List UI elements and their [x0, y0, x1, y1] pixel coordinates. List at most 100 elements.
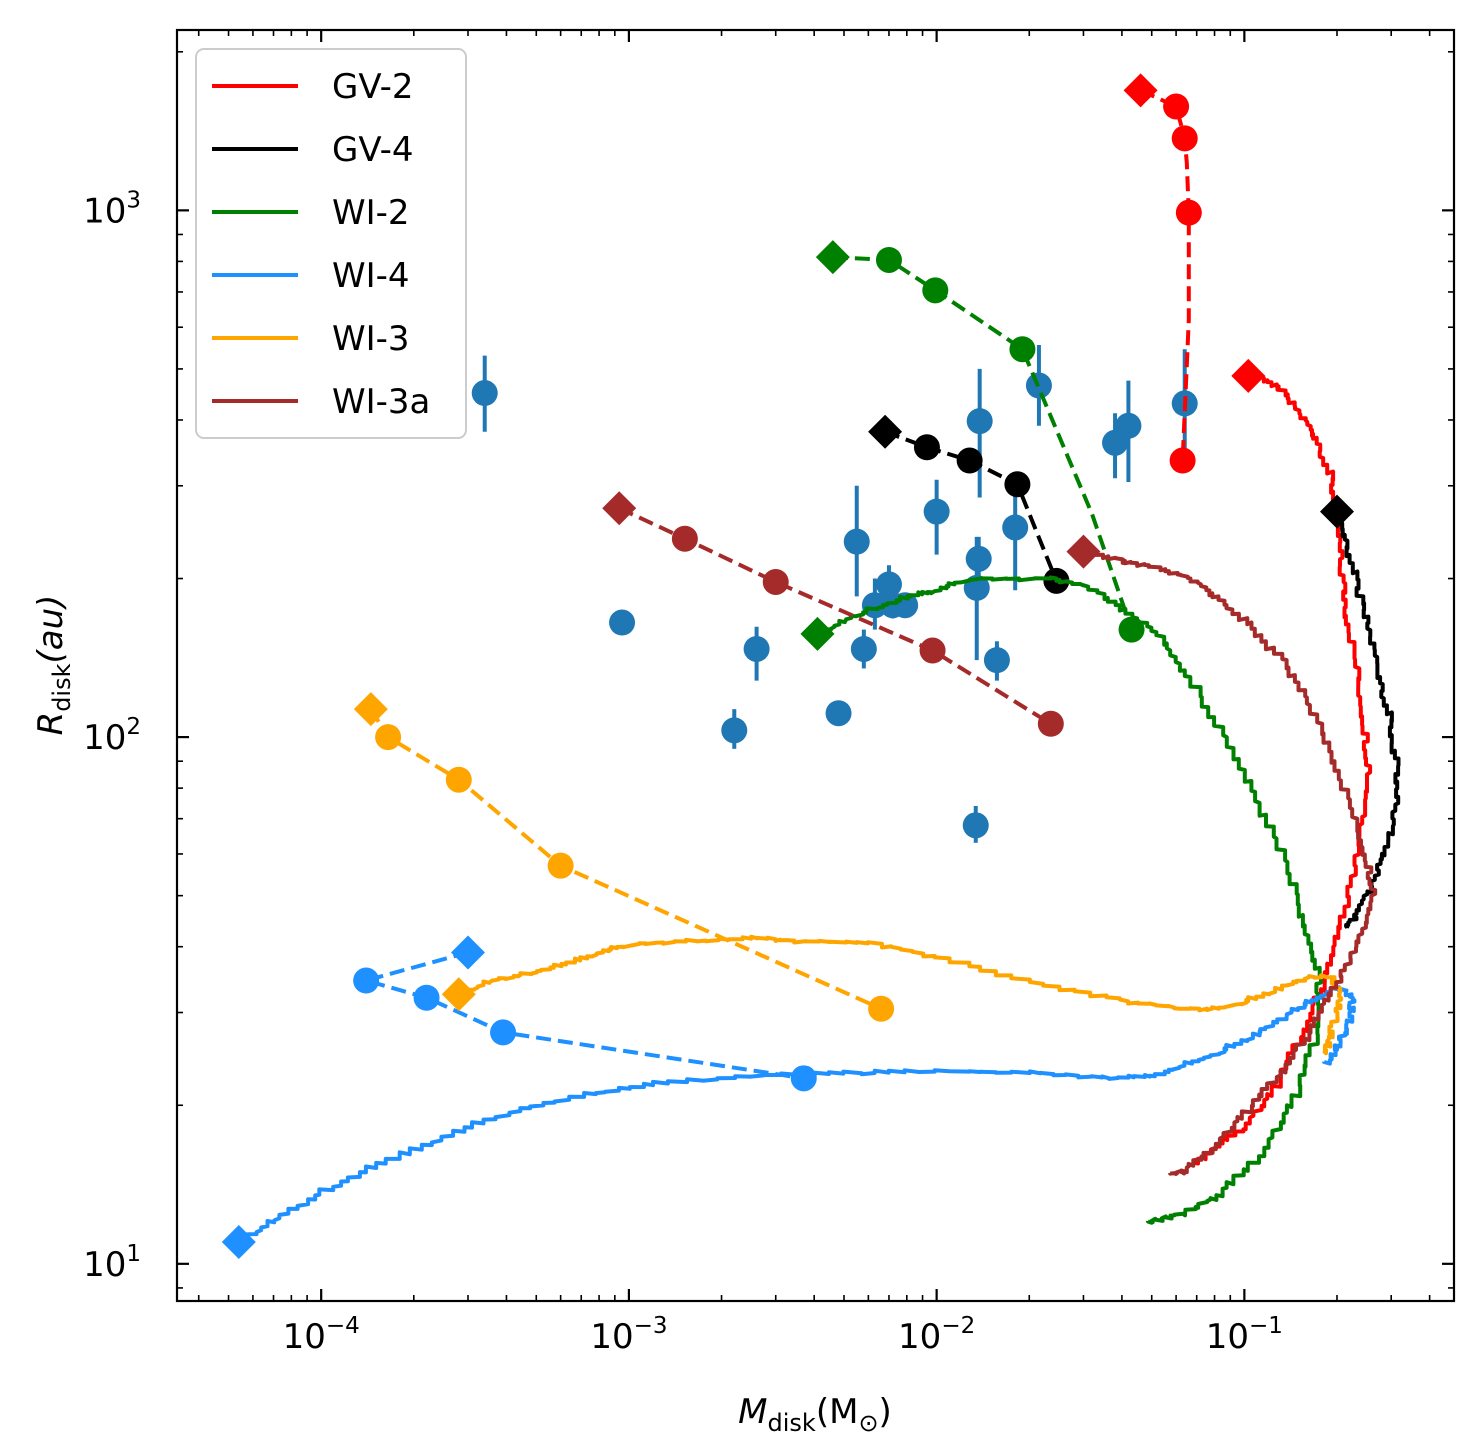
observation-point: [983, 647, 1010, 674]
series-wi-3a-solid-start-marker: [1066, 534, 1101, 569]
x-axis-label-sub2: ⊙: [858, 1409, 878, 1437]
observation-point: [721, 717, 748, 744]
x-axis-label-main: M: [738, 1392, 767, 1432]
series-wi-3a-solid-track: [1083, 549, 1378, 1176]
series-wi-2-dashed-start-marker: [815, 240, 850, 275]
x-tick-label: 10−4: [283, 1313, 360, 1357]
y-axis-label-tail: (au): [31, 595, 71, 664]
y-tick-label-exp: 1: [126, 1241, 141, 1267]
series-wi-3a-point: [919, 637, 946, 664]
y-tick-label: 103: [83, 187, 141, 231]
observation-point: [471, 380, 498, 407]
series-wi-3-dashed-start-marker: [353, 692, 388, 727]
observation-point: [962, 812, 989, 839]
axis-ticks: [177, 30, 1454, 1301]
legend: GV-2 GV-4 WI-2 WI-4 WI-3 WI-3a: [195, 48, 467, 439]
legend-label-wi-2: WI-2: [332, 193, 410, 233]
series-wi-3a-dashed-track: [618, 506, 1052, 726]
plot-content: [221, 73, 1401, 1260]
series-wi-3-solid-start-marker: [441, 977, 476, 1012]
series-wi-2-point: [922, 277, 949, 304]
y-tick-label-exp: 2: [126, 714, 141, 740]
series-gv-2-point: [1169, 447, 1196, 474]
x-tick-label-exp: −3: [634, 1313, 668, 1339]
y-axis-label-main: R: [31, 712, 71, 736]
legend-box: [195, 48, 467, 439]
y-tick-label-exp: 3: [126, 187, 141, 213]
series-gv-4-point: [913, 434, 940, 461]
series-gv-2-dashed-start-marker: [1123, 73, 1158, 108]
series-wi-2-solid-track: [817, 575, 1323, 1225]
x-tick-label-exp: −4: [326, 1313, 360, 1339]
series-wi-3-point: [547, 852, 574, 879]
y-tick-label: 101: [83, 1241, 141, 1285]
series-wi-3a-point: [1037, 710, 1064, 737]
series-wi-4-point: [413, 984, 440, 1011]
series-wi-3-point: [445, 766, 472, 793]
observation-point: [966, 408, 993, 435]
legend-label-gv-2: GV-2: [332, 67, 414, 107]
observation-point: [825, 700, 852, 727]
observation-point: [875, 571, 902, 598]
x-tick-label: 10−1: [1206, 1313, 1283, 1357]
series-gv-2-point: [1175, 199, 1202, 226]
x-tick-label-base: 10: [1206, 1317, 1249, 1357]
x-axis-label-tail: (M: [816, 1392, 859, 1432]
series-wi-3a-point: [671, 525, 698, 552]
series-wi-3a-point: [762, 568, 789, 595]
series-wi-3-solid-track: [458, 934, 1344, 1056]
series-wi-3-point: [375, 724, 402, 751]
series-wi-2-solid-start-marker: [800, 616, 835, 651]
series-wi-3a-dashed-start-marker: [602, 491, 637, 526]
series-wi-4-dashed-start-marker: [451, 935, 486, 970]
x-tick-label-base: 10: [283, 1317, 326, 1357]
observation-point: [965, 545, 992, 572]
legend-label-wi-3: WI-3: [332, 319, 410, 359]
y-tick-label-base: 10: [83, 191, 126, 231]
plot-frame: [175, 28, 1456, 1303]
x-axis-label: Mdisk(M⊙): [738, 1392, 892, 1437]
series-wi-2-point: [1118, 616, 1145, 643]
series-wi-4-point: [353, 967, 380, 994]
observation-point: [850, 635, 877, 662]
observation-point: [843, 528, 870, 555]
series-gv-4-point: [956, 447, 983, 474]
x-tick-label: 10−3: [590, 1313, 667, 1357]
x-axis-label-close: ): [879, 1392, 892, 1432]
series-gv-4-solid-start-marker: [1319, 494, 1354, 529]
y-tick-label-base: 10: [83, 1245, 126, 1285]
observation-point: [923, 498, 950, 525]
series-gv-4-solid-track: [1335, 509, 1401, 930]
y-tick-label: 102: [83, 714, 141, 758]
series-wi-4-solid-start-marker: [221, 1225, 256, 1260]
x-tick-label-base: 10: [898, 1317, 941, 1357]
observation-point: [1002, 514, 1029, 541]
y-axis-label: Rdisk(au): [31, 595, 76, 736]
series-wi-2-point: [875, 246, 902, 273]
series-gv-2-dashed-track: [1139, 88, 1191, 461]
legend-label-gv-4: GV-4: [332, 130, 414, 170]
series-gv-4-point: [1004, 471, 1031, 498]
series-gv-2-solid-start-marker: [1231, 358, 1266, 393]
series-wi-4-point: [790, 1065, 817, 1092]
observation-point: [743, 635, 770, 662]
series-wi-4-solid-track: [238, 985, 1357, 1244]
y-axis-label-sub: disk: [48, 663, 76, 711]
x-tick-label-exp: −1: [1249, 1313, 1283, 1339]
observation-point: [1115, 412, 1142, 439]
series-wi-4-point: [490, 1019, 517, 1046]
series-wi-3-point: [868, 995, 895, 1022]
x-tick-label-base: 10: [590, 1317, 633, 1357]
series-gv-2-solid-track: [1191, 373, 1373, 1166]
y-tick-label-base: 10: [83, 718, 126, 758]
legend-label-wi-3a: WI-3a: [332, 382, 430, 422]
x-axis-label-sub: disk: [768, 1409, 816, 1437]
series-gv-4-dashed-start-marker: [868, 414, 903, 449]
series-gv-2-point: [1171, 125, 1198, 152]
x-tick-label-exp: −2: [941, 1313, 975, 1339]
x-tick-label: 10−2: [898, 1313, 975, 1357]
observation-point: [861, 592, 888, 619]
observation-point: [609, 609, 636, 636]
